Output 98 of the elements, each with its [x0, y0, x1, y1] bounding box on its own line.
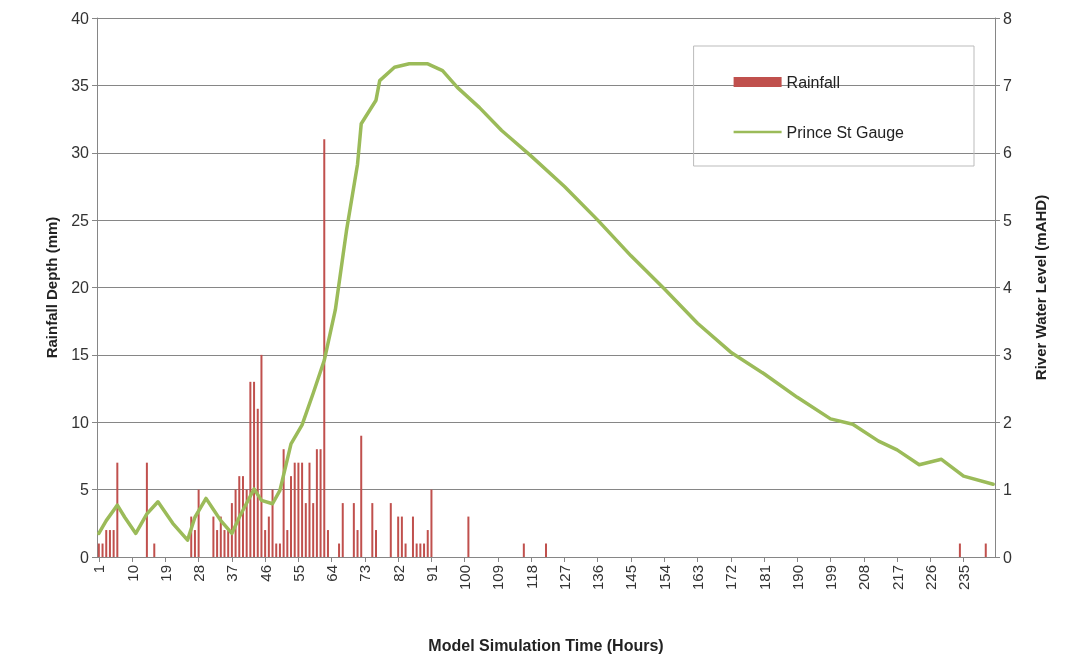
bar [264, 530, 267, 557]
x-tick-label: 199 [822, 565, 840, 591]
bar [419, 543, 422, 557]
x-tick-label: 73 [356, 565, 374, 582]
bar [145, 462, 148, 557]
y2-tick-label: 5 [1003, 211, 1012, 229]
x-tick-label: 163 [689, 565, 707, 591]
bar [415, 543, 418, 557]
bar [545, 543, 547, 557]
bar [404, 543, 407, 557]
y-tick-label: 40 [71, 9, 90, 27]
bar [397, 516, 400, 557]
x-tick-label: 109 [489, 565, 507, 591]
y-tick-label: 30 [71, 144, 90, 162]
bar [326, 530, 329, 557]
x-tick-label: 37 [223, 565, 241, 582]
y-tick-label: 35 [71, 76, 90, 94]
legend-label: Prince St Gauge [786, 123, 905, 141]
x-tick-label: 136 [589, 565, 607, 591]
bar [290, 476, 293, 557]
y2-tick-label: 2 [1003, 413, 1012, 431]
y2-tick-label: 7 [1003, 76, 1012, 94]
bar [400, 516, 403, 557]
bar [238, 476, 241, 557]
x-tick-label: 82 [389, 565, 407, 582]
bar [227, 530, 230, 557]
x-tick-label: 226 [921, 565, 939, 591]
y2-tick-label: 3 [1003, 346, 1012, 364]
x-tick-label: 235 [955, 565, 973, 591]
bar [267, 516, 270, 557]
x-tick-label: 172 [722, 565, 740, 591]
bar [338, 543, 341, 557]
y-tick-label: 0 [80, 548, 90, 566]
bar [293, 462, 296, 557]
x-tick-label: 118 [522, 565, 540, 589]
bar [984, 543, 987, 557]
y-axis-title: Rainfall Depth (mm) [43, 216, 60, 359]
bar [216, 530, 219, 557]
bar [430, 489, 433, 557]
bar [297, 462, 300, 557]
x-tick-label: 28 [190, 565, 208, 582]
bar [341, 503, 344, 557]
bar [249, 381, 252, 557]
y-tick-label: 15 [71, 346, 90, 364]
x-tick-label: 1 [90, 565, 108, 574]
x-tick-label: 127 [555, 565, 573, 591]
bar [105, 530, 108, 557]
x-tick-label: 46 [256, 565, 274, 582]
y-tick-label: 25 [71, 211, 90, 229]
x-axis-title: Model Simulation Time (Hours) [428, 636, 664, 654]
bar [108, 530, 111, 557]
bar [301, 462, 304, 557]
y-tick-label: 20 [71, 279, 90, 296]
bar [423, 543, 426, 557]
x-tick-label: 55 [289, 565, 307, 582]
y2-tick-label: 8 [1003, 9, 1012, 27]
legend-label: Rainfall [786, 73, 840, 91]
y-tick-label: 5 [80, 481, 90, 499]
y2-tick-label: 4 [1003, 279, 1012, 296]
x-tick-label: 217 [888, 565, 906, 591]
x-tick-label: 190 [788, 565, 806, 591]
x-tick-label: 100 [456, 565, 474, 591]
bar [312, 503, 315, 557]
bar [241, 476, 244, 557]
bar [315, 449, 318, 557]
y2-tick-label: 0 [1003, 548, 1012, 566]
bar [467, 516, 470, 557]
bar [371, 503, 374, 557]
bar [411, 516, 414, 557]
bar [522, 543, 525, 557]
bar [260, 354, 263, 557]
bar [97, 543, 100, 557]
bar [212, 516, 215, 557]
y2-axis-title: River Water Level (mAHD) [1032, 194, 1049, 381]
x-tick-label: 154 [655, 565, 673, 591]
x-tick-label: 181 [755, 565, 773, 591]
bar [193, 530, 196, 557]
x-tick-label: 91 [422, 565, 440, 582]
bar [308, 462, 311, 557]
bar [253, 381, 256, 557]
bar [271, 489, 274, 557]
bar [958, 543, 961, 557]
bar [352, 503, 355, 557]
bar [278, 543, 281, 557]
x-tick-label: 64 [323, 565, 341, 582]
bar [375, 530, 378, 557]
x-tick-label: 208 [855, 565, 873, 591]
y2-tick-label: 1 [1003, 481, 1012, 499]
bar [389, 503, 392, 557]
x-tick-label: 19 [156, 565, 174, 582]
x-tick-label: 145 [622, 565, 640, 591]
y-tick-label: 10 [71, 413, 90, 431]
bar [360, 435, 363, 557]
bar [323, 139, 326, 557]
bar [116, 462, 119, 557]
y2-tick-label: 6 [1003, 144, 1012, 162]
x-tick-label: 10 [123, 565, 141, 582]
bar [153, 543, 156, 557]
